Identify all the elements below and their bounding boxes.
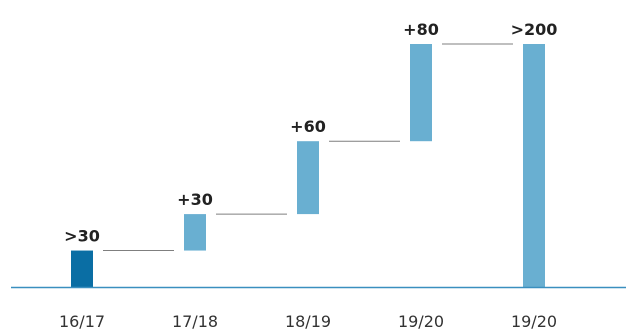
tick-label-1: 16/17 <box>59 312 105 331</box>
data-label-4: +80 <box>403 20 439 39</box>
bar-1 <box>71 250 93 287</box>
data-label-2: +30 <box>177 190 213 209</box>
connector-lines <box>103 43 513 252</box>
tick-label-2: 17/18 <box>172 312 218 331</box>
data-label-3: +60 <box>290 117 326 136</box>
x-axis-tick-labels: 16/17 17/18 18/19 19/20 19/20 <box>59 312 557 331</box>
bar-3 <box>297 141 319 215</box>
bar-4 <box>410 44 432 142</box>
tick-label-4: 19/20 <box>398 312 444 331</box>
tick-label-3: 18/19 <box>285 312 331 331</box>
data-label-5: >200 <box>511 20 558 39</box>
bar-2 <box>184 214 206 251</box>
data-labels: >30 +30 +60 +80 >200 <box>64 20 557 246</box>
bar-5 <box>523 44 545 287</box>
tick-label-5: 19/20 <box>511 312 557 331</box>
data-label-1: >30 <box>64 227 100 246</box>
bars <box>71 44 545 287</box>
